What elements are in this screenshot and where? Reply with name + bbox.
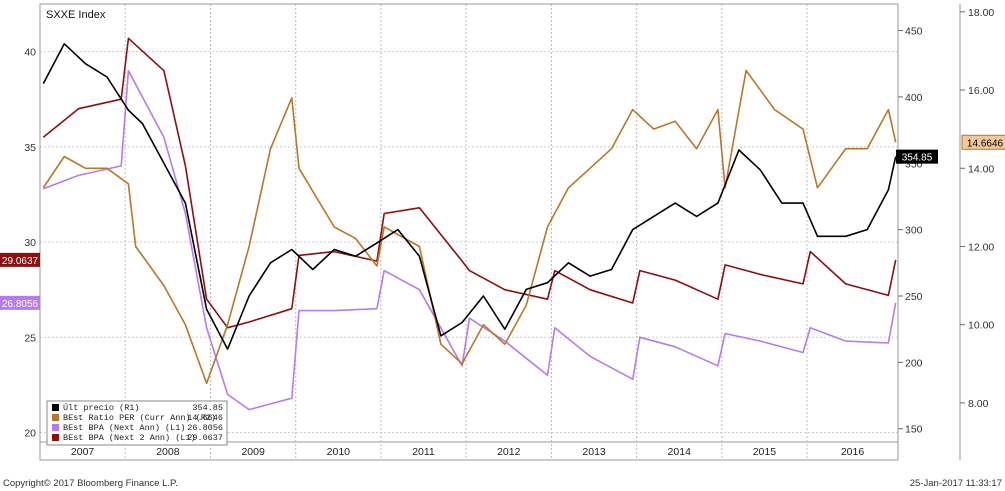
r1-tick-label: 250: [905, 291, 923, 303]
r2-tick-label: 16.00: [968, 85, 994, 97]
chart-title: SXXE Index: [46, 9, 106, 21]
r2-tick-label: 12.00: [968, 241, 994, 253]
year-label: 2009: [241, 446, 265, 458]
year-label: 2011: [412, 446, 435, 458]
l1-tick-label: 40: [24, 47, 36, 59]
value-tag-text: 354.85: [902, 153, 933, 164]
value-tag-box: [0, 295, 40, 310]
r1-tick-label: 450: [905, 26, 923, 38]
year-label: 2013: [582, 446, 606, 458]
r2-tick-label: 10.00: [968, 320, 994, 332]
l1-tick-label: 20: [24, 427, 36, 439]
legend-label: BEst Ratio PER (Curr Ann) (R2): [63, 413, 216, 423]
year-label: 2015: [753, 446, 777, 458]
r2-tick-label: 18.00: [968, 7, 994, 19]
year-label: 2016: [841, 446, 865, 458]
axes: 2007 2008 2009 2010 2011 2012 2013 2014 2015 2016…: [24, 4, 994, 460]
value-tag-3: 26.8056: [0, 295, 40, 310]
value-tag-4: 29.0637: [0, 252, 40, 267]
legend-label: BEst BPA (Next 2 Ann) (L1): [63, 433, 196, 443]
series-line-3: [43, 69, 897, 411]
year-label: 2007: [71, 446, 95, 458]
legend-label: BEst BPA (Next Ann) (L1): [63, 423, 185, 433]
legend-swatch: [52, 434, 59, 441]
legend-value: 14.6646: [187, 413, 223, 423]
l1-tick-label: 35: [24, 142, 36, 154]
r1-tick-label: 150: [905, 424, 923, 436]
legend-label: Últ precio (R1): [63, 402, 140, 413]
legend-swatch: [52, 414, 59, 421]
series-line-4: [42, 37, 897, 329]
value-tags: 354.85 14.6646 26.8056 29.0637: [0, 134, 1005, 310]
value-tag-text: 26.8056: [2, 299, 39, 310]
footer-timestamp: 25-Jan-2017 11:33:17: [910, 478, 1002, 489]
series-layer: [42, 37, 897, 411]
year-label: 2012: [497, 446, 521, 458]
value-tag-box: [0, 252, 40, 267]
grid: [40, 4, 898, 460]
value-tag-text: 14.6646: [967, 138, 1004, 149]
legend-value: 354.85: [192, 403, 223, 413]
series-line-1: [42, 42, 897, 350]
value-tag-text: 29.0637: [2, 256, 39, 267]
legend-value: 26.8056: [187, 423, 223, 433]
value-tag-box: [896, 149, 938, 164]
footer-copyright: Copyright© 2017 Bloomberg Finance L.P.: [3, 478, 178, 489]
year-label: 2008: [156, 446, 180, 458]
value-tag-1: 354.85: [896, 149, 938, 164]
l1-tick-label: 25: [24, 332, 36, 344]
year-label: 2014: [668, 446, 692, 458]
value-tag-2: 14.6646: [961, 134, 1005, 150]
l1-tick-label: 30: [24, 237, 36, 249]
plot-frame: [39, 3, 899, 461]
legend-value: 29.0637: [187, 433, 223, 443]
value-tag-box: [961, 134, 1005, 150]
r1-tick-label: 300: [905, 225, 923, 237]
legend-swatch: [52, 404, 59, 411]
r2-tick-label: 14.00: [968, 163, 994, 175]
legend-box: [46, 400, 228, 446]
series-line-2: [42, 69, 897, 385]
r1-tick-label: 200: [905, 357, 923, 369]
legend-swatch: [52, 424, 59, 431]
r2-tick-label: 8.00: [968, 398, 989, 410]
r1-tick-label: 400: [905, 92, 923, 104]
year-label: 2010: [327, 446, 351, 458]
